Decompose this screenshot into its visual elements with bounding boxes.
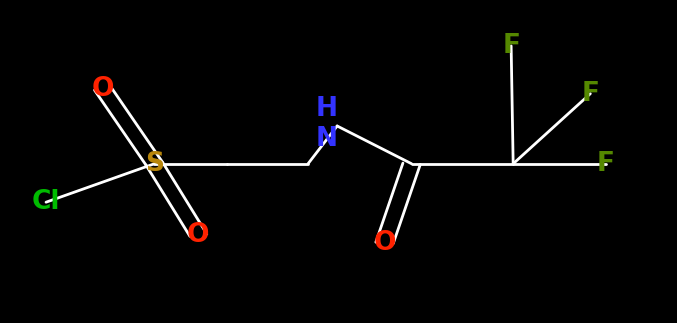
Text: H
N: H N [316,96,338,152]
Text: F: F [597,151,615,177]
Text: F: F [502,33,520,59]
Text: Cl: Cl [32,189,60,215]
Text: O: O [187,222,210,248]
Text: F: F [582,81,599,107]
Text: O: O [91,76,114,102]
Text: S: S [145,151,164,177]
Text: O: O [373,230,396,256]
